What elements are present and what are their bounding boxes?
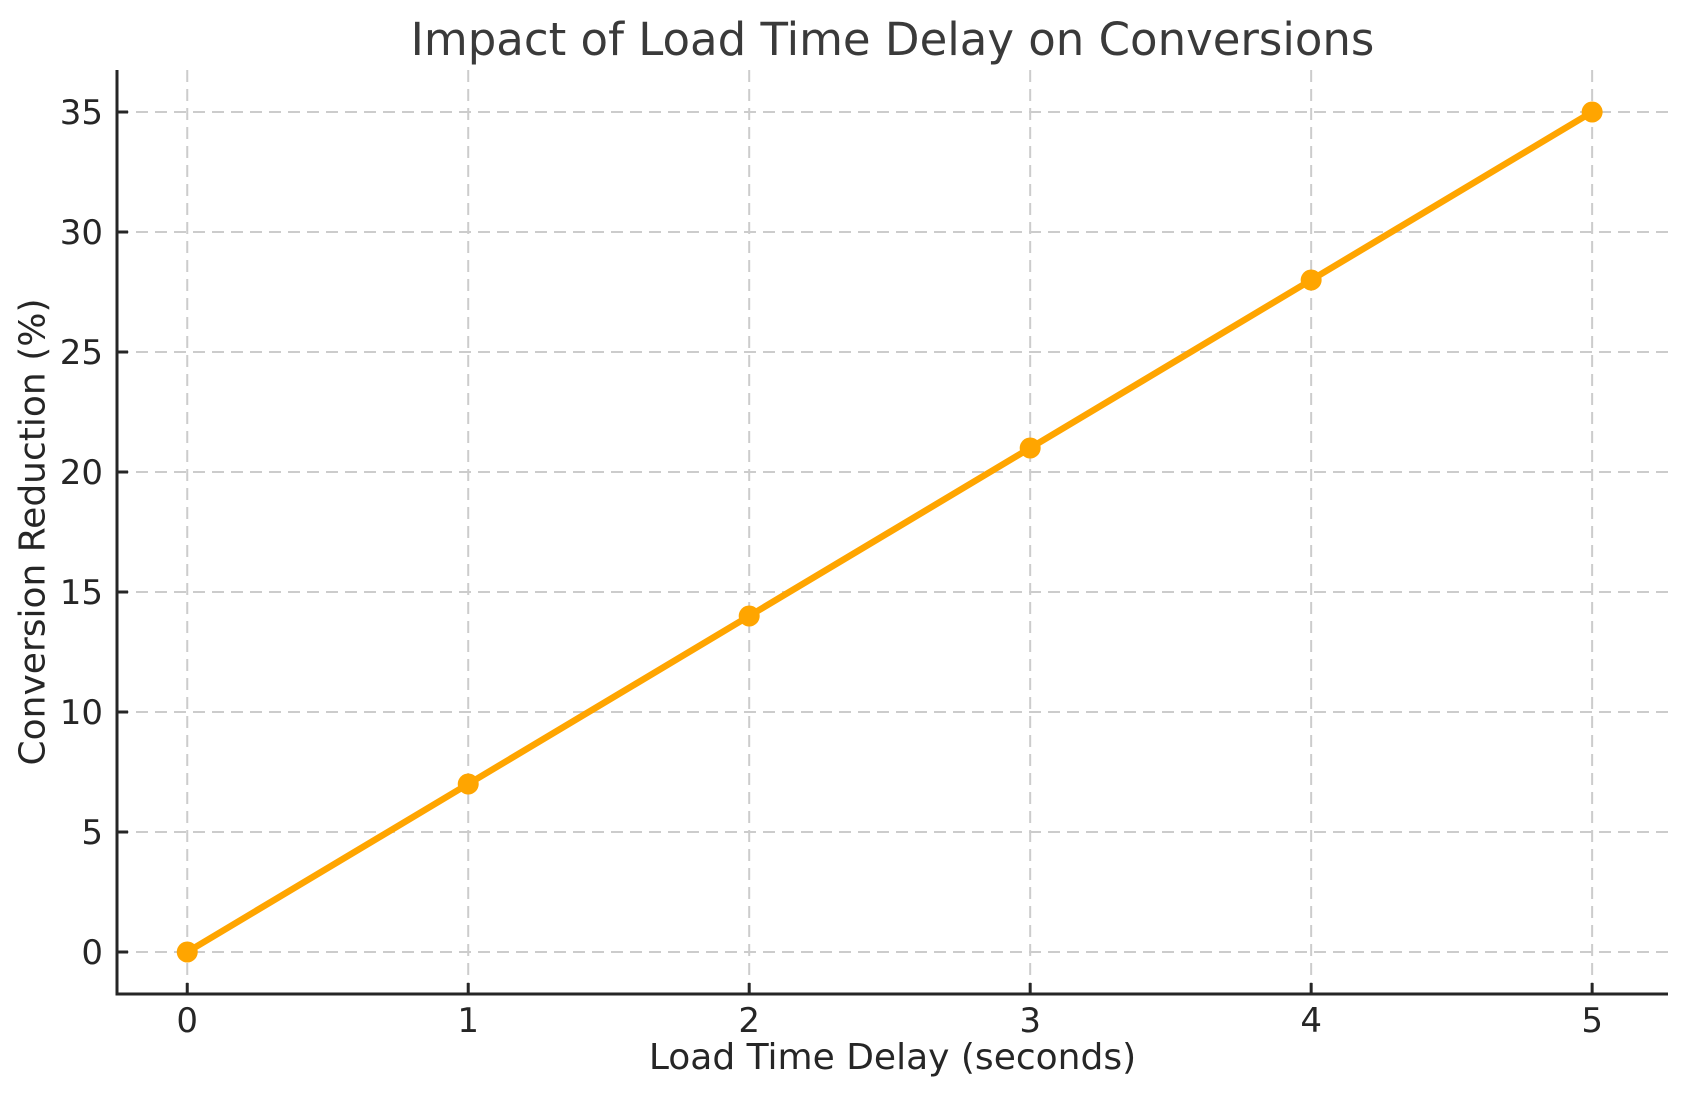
- y-tick-label: 10: [60, 693, 103, 733]
- data-point-marker: [176, 941, 198, 963]
- data-point-marker: [1581, 101, 1603, 123]
- x-tick-label: 1: [457, 1001, 479, 1041]
- data-point-marker: [738, 605, 760, 627]
- y-tick-label: 30: [60, 213, 103, 253]
- x-tick-label: 5: [1581, 1001, 1603, 1041]
- x-tick-label: 2: [738, 1001, 760, 1041]
- y-tick-label: 15: [60, 573, 103, 613]
- data-point-marker: [1300, 269, 1322, 291]
- data-line: [183, 108, 1596, 956]
- x-axis-label: Load Time Delay (seconds): [648, 1037, 1137, 1078]
- y-tick-label: 5: [81, 813, 103, 853]
- x-tick-label: 3: [1019, 1001, 1041, 1041]
- y-axis-label: Conversion Reduction (%): [12, 298, 54, 766]
- x-tick-label: 0: [176, 1001, 198, 1041]
- data-point-marker: [457, 773, 479, 795]
- data-point-marker: [1019, 437, 1041, 459]
- chart-title: Impact of Load Time Delay on Conversions: [410, 13, 1375, 66]
- y-tick-label: 35: [60, 93, 103, 133]
- y-tick-label: 25: [60, 333, 103, 373]
- x-tick-label: 4: [1300, 1001, 1322, 1041]
- y-tick-label: 0: [81, 933, 103, 973]
- y-tick-label: 20: [60, 453, 103, 493]
